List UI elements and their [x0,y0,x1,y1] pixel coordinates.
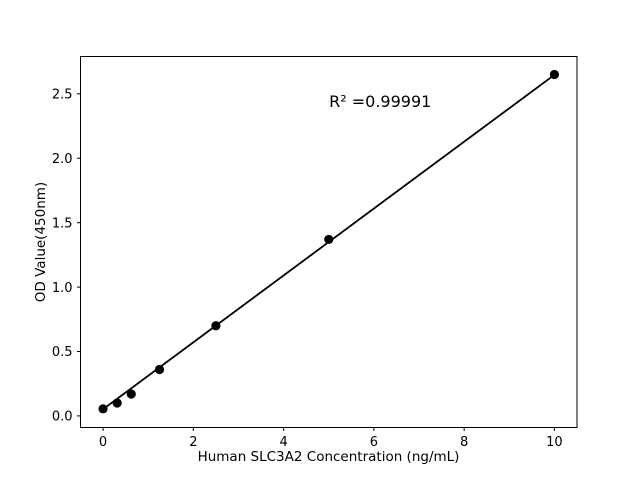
x-tick-label: 10 [546,435,563,450]
data-point [324,234,334,245]
plot-frame [80,56,578,428]
y-tick-label: 2.0 [52,152,73,167]
y-tick-label: 2.5 [52,88,73,103]
y-tick-label: 1.0 [52,281,73,296]
x-tick-label: 6 [370,435,378,450]
x-tick-label: 8 [460,435,468,450]
data-point [549,69,560,80]
data-point [98,404,108,414]
x-tick-label: 0 [99,435,107,450]
y-tick-label: 0.0 [52,410,73,425]
data-point [211,321,221,331]
data-point [154,364,165,375]
r-squared-annotation: R² =0.99991 [329,92,432,112]
x-tick-label: 4 [279,435,287,450]
y-tick-label: 1.5 [52,216,73,231]
data-point [112,398,122,408]
y-axis-label: OD Value(450nm) [33,181,49,303]
x-tick-label: 2 [189,435,197,450]
x-axis-label: Human SLC3A2 Concentration (ng/mL) [197,449,460,465]
y-tick-label: 0.5 [52,345,73,360]
data-point [126,389,136,399]
